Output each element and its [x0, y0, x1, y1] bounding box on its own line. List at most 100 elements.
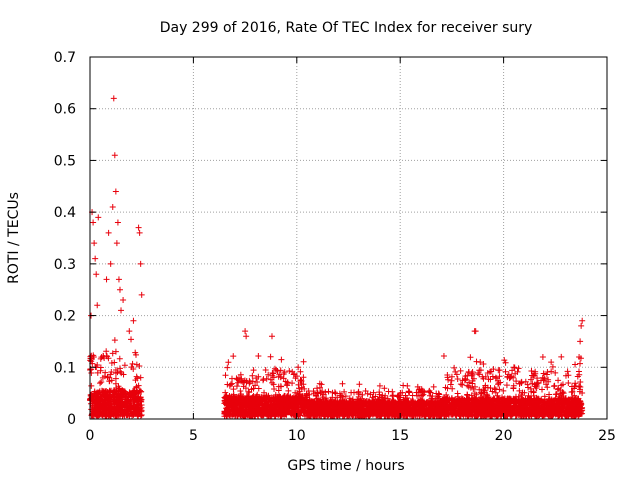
data-point [88, 352, 95, 359]
data-point [225, 406, 232, 413]
data-point [473, 358, 480, 365]
data-point [112, 375, 119, 382]
data-point [544, 384, 551, 391]
data-point [221, 408, 228, 415]
data-point [457, 367, 464, 374]
data-point [515, 365, 522, 372]
data-point [267, 353, 274, 360]
data-point [430, 383, 437, 390]
data-point [297, 407, 304, 414]
data-point [103, 401, 110, 408]
data-point [110, 388, 117, 395]
data-point [98, 378, 105, 385]
data-point [263, 401, 270, 408]
data-point [258, 396, 265, 403]
data-point [112, 370, 119, 377]
data-point [266, 406, 273, 413]
data-point [113, 384, 120, 391]
data-point [552, 369, 559, 376]
data-point [404, 382, 411, 389]
data-point [297, 368, 304, 375]
data-point [238, 410, 245, 417]
data-point [108, 398, 115, 405]
data-point [135, 389, 142, 396]
data-point [249, 378, 256, 385]
data-point [129, 409, 136, 416]
data-point [243, 409, 250, 416]
data-point [233, 383, 240, 390]
data-point [409, 392, 416, 399]
data-point [124, 397, 131, 404]
data-point [247, 408, 254, 415]
data-point [540, 370, 547, 377]
data-point [454, 376, 461, 383]
data-point [268, 401, 275, 408]
data-point [97, 355, 104, 362]
data-point [128, 413, 135, 420]
data-point [104, 353, 111, 360]
data-point [254, 405, 261, 412]
data-point [289, 401, 296, 408]
data-point [558, 353, 565, 360]
data-point [111, 337, 118, 344]
data-point [269, 379, 276, 386]
data-point [275, 399, 282, 406]
data-point [113, 413, 120, 420]
data-point [111, 401, 118, 408]
data-point [475, 370, 482, 377]
data-point [565, 380, 572, 387]
data-point [262, 366, 269, 373]
data-point [235, 379, 242, 386]
data-point [298, 403, 305, 410]
data-point [121, 362, 128, 369]
chart-title: Day 299 of 2016, Rate Of TEC Index for r… [160, 20, 533, 36]
grid-lines [90, 57, 607, 419]
data-point [94, 369, 101, 376]
data-point [295, 393, 302, 400]
data-point [100, 403, 107, 410]
data-point [291, 395, 298, 402]
data-point [233, 375, 240, 382]
data-point [252, 404, 259, 411]
data-point [233, 393, 240, 400]
data-point [503, 382, 510, 389]
data-point [270, 395, 277, 402]
data-point [116, 365, 123, 372]
data-point [278, 356, 285, 363]
data-point [109, 350, 116, 357]
data-point [92, 398, 99, 405]
data-point [271, 409, 278, 416]
data-point [290, 396, 297, 403]
data-point [246, 379, 253, 386]
data-point [106, 374, 113, 381]
data-point [106, 391, 113, 398]
data-point [300, 358, 307, 365]
data-point [297, 377, 304, 384]
data-point [224, 364, 231, 371]
data-point [285, 387, 292, 394]
data-point [448, 377, 455, 384]
data-point [289, 380, 296, 387]
data-point [447, 381, 454, 388]
data-point [276, 371, 283, 378]
data-point [116, 401, 123, 408]
data-point [572, 380, 579, 387]
data-point [88, 382, 95, 389]
data-point [275, 387, 282, 394]
data-point [134, 375, 141, 382]
data-point [495, 367, 502, 374]
data-point [259, 405, 266, 412]
data-point [108, 411, 115, 418]
data-point [115, 391, 122, 398]
data-point [230, 386, 237, 393]
data-point [137, 374, 144, 381]
data-point [102, 369, 109, 376]
data-point [276, 399, 283, 406]
data-point [539, 386, 546, 393]
data-point [123, 410, 130, 417]
data-point [225, 359, 232, 366]
data-point [501, 357, 508, 364]
data-point [242, 397, 249, 404]
data-point [129, 360, 136, 367]
data-point [260, 376, 267, 383]
